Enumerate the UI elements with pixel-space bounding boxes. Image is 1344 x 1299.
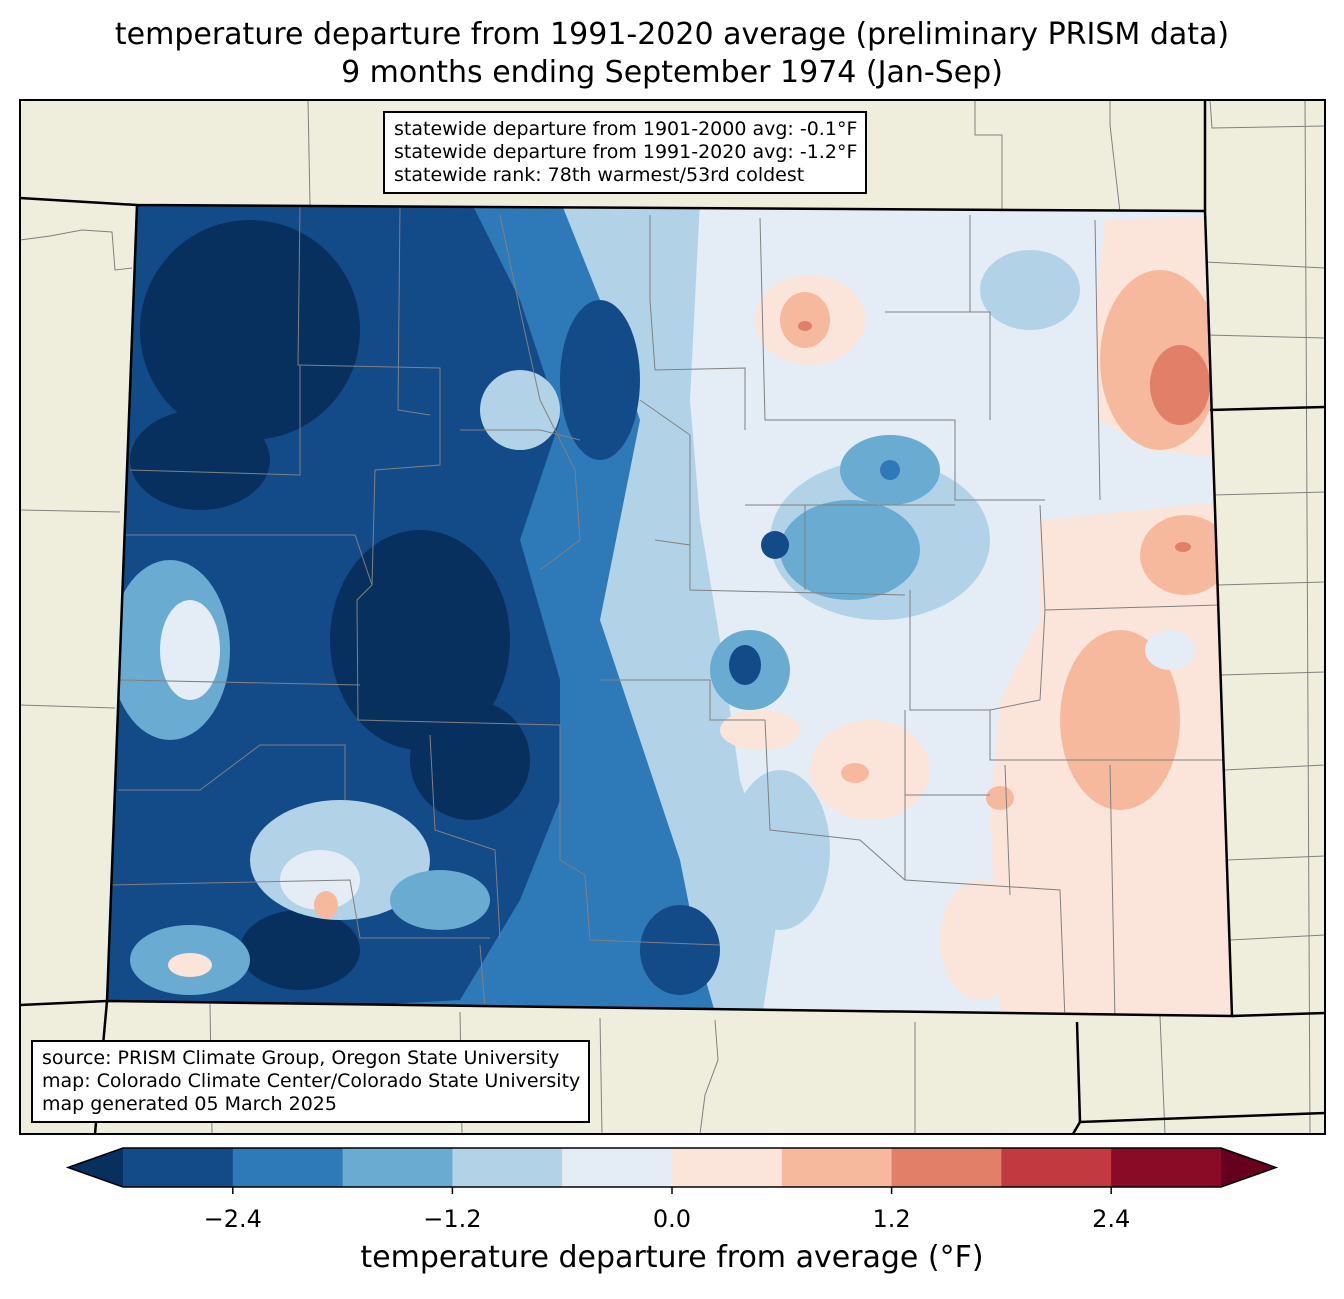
source-box: source: PRISM Climate Group, Oregon Stat… [31, 1040, 591, 1123]
map-subtitle: 9 months ending September 1974 (Jan-Sep) [341, 55, 1003, 90]
source-line-3: map generated 05 March 2025 [42, 1093, 337, 1115]
stats-line-1: statewide departure from 1901-2000 avg: … [394, 118, 858, 140]
colorbar-tick-label: −1.2 [423, 1205, 482, 1233]
neighbor-county-lines [19, 99, 1326, 1135]
colorbar-label: temperature departure from average (°F) [360, 1240, 984, 1275]
source-line-2: map: Colorado Climate Center/Colorado St… [42, 1070, 581, 1092]
map-frame [19, 99, 1326, 1135]
map-title: temperature departure from 1991-2020 ave… [114, 17, 1230, 52]
statewide-stats-box: statewide departure from 1901-2000 avg: … [383, 111, 868, 194]
stats-line-3: statewide rank: 78th warmest/53rd coldes… [394, 164, 805, 186]
colorbar-tick-label: −2.4 [203, 1205, 262, 1233]
colorbar-tick-label: 0.0 [652, 1205, 692, 1233]
county-lines [111, 205, 1230, 1016]
source-line-1: source: PRISM Climate Group, Oregon Stat… [42, 1047, 560, 1069]
stats-line-2: statewide departure from 1991-2020 avg: … [394, 141, 858, 163]
temperature-field [107, 205, 1232, 1016]
colorbar-tick-label: 2.4 [1092, 1205, 1131, 1233]
state-borders [19, 100, 1326, 1135]
colorbar-tick-label: 1.2 [872, 1205, 911, 1233]
